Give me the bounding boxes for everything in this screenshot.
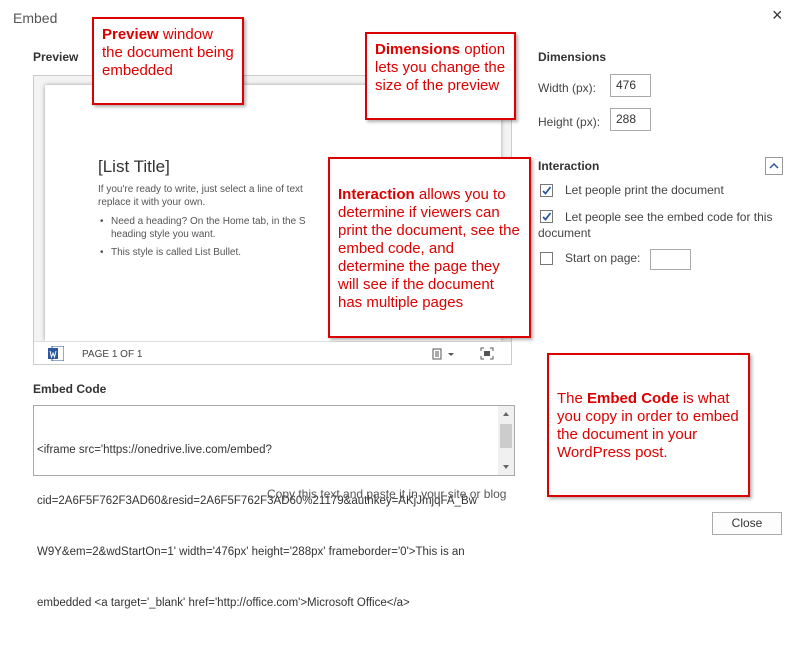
doc-title: [List Title] — [98, 157, 170, 176]
checkbox[interactable] — [540, 184, 553, 197]
embed-code-label: Embed Code — [33, 382, 107, 396]
checkbox[interactable] — [540, 252, 553, 265]
page: Embed × Preview [List Title] If you're r… — [13, 5, 783, 609]
check-mark — [542, 212, 552, 221]
close-icon[interactable]: × — [772, 5, 783, 25]
code-line: cid=2A6F5F762F3AD60&resid=2A6F5F762F3AD6… — [37, 495, 477, 507]
annotation-text: option lets you change the size of the p… — [375, 41, 506, 94]
doc-line: If you're ready to write, just select a … — [98, 184, 303, 195]
fullscreen-icon[interactable] — [480, 347, 494, 360]
height-label: Height (px): — [538, 115, 601, 129]
embed-code-text: <iframe src='https://onedrive.live.com/e… — [37, 408, 477, 646]
annotation-text: The — [557, 390, 588, 407]
option-label: Let people see the embed code for this d… — [538, 210, 773, 240]
collapse-button[interactable] — [765, 157, 783, 175]
annotation-bold: Embed Code — [587, 390, 679, 407]
preview-label: Preview — [33, 50, 79, 64]
annotation: Preview window the document being embedd… — [92, 17, 244, 105]
checkbox[interactable] — [540, 210, 553, 223]
preview-toolbar: PAGE 1 OF 1 — [34, 341, 511, 364]
view-menu[interactable] — [432, 348, 456, 360]
annotation: Interaction allows you to determine if v… — [328, 157, 531, 338]
bullet-line: heading style you want. — [111, 229, 216, 240]
embed-code-box[interactable]: <iframe src='https://onedrive.live.com/e… — [33, 405, 515, 609]
preview-frame: [List Title] If you're ready to write, j… — [33, 75, 512, 365]
code-line: <iframe src='https://onedrive.live.com/e… — [37, 444, 272, 456]
dialog-title: Embed — [13, 10, 58, 26]
bullet: • Need a heading? On the Home tab, in the… — [100, 216, 306, 240]
scrollbar[interactable] — [498, 406, 514, 475]
start-page-input[interactable] — [650, 249, 691, 270]
annotation-text: window the document being embedded — [102, 26, 234, 79]
word-icon — [48, 346, 64, 361]
height-input[interactable]: 288 — [610, 108, 651, 131]
annotation-text: allows you to determine if viewers can p… — [338, 186, 520, 311]
doc-bullets: • Need a heading? On the Home tab, in the… — [98, 215, 306, 259]
doc-line: replace it with your own. — [98, 197, 206, 208]
annotation-bold: Interaction — [338, 186, 415, 203]
option-label: Start on page: — [565, 251, 641, 265]
annotation-bold: Dimensions — [375, 41, 461, 58]
bullet-line: Need a heading? On the Home tab, in the … — [111, 216, 306, 227]
doc-paragraph: If you're ready to write, just select a … — [98, 183, 303, 209]
width-label: Width (px): — [538, 81, 597, 95]
interaction-label: Interaction — [538, 159, 600, 173]
code-line: embedded <a target='_blank' href='http:/… — [37, 597, 410, 609]
embed-hint: Copy this text and paste it in your site… — [267, 487, 507, 501]
check-mark — [542, 186, 552, 195]
option-label: Let people print the document — [565, 183, 724, 197]
dimensions-label: Dimensions — [538, 50, 607, 64]
bullet-line: This style is called List Bullet. — [111, 247, 242, 258]
annotation: The Embed Code is what you copy in order… — [547, 353, 750, 497]
annotation-text: is what you copy in order to embed the d… — [557, 390, 739, 461]
width-input[interactable]: 476 — [610, 74, 651, 97]
document-page: [List Title] If you're ready to write, j… — [45, 85, 501, 341]
bullet: • This style is called List Bullet. — [98, 246, 306, 259]
close-button[interactable]: Close — [712, 512, 782, 535]
page-indicator: PAGE 1 OF 1 — [82, 349, 143, 360]
annotation: Dimensions option lets you change the si… — [365, 32, 516, 120]
annotation-bold: Preview — [102, 26, 159, 43]
